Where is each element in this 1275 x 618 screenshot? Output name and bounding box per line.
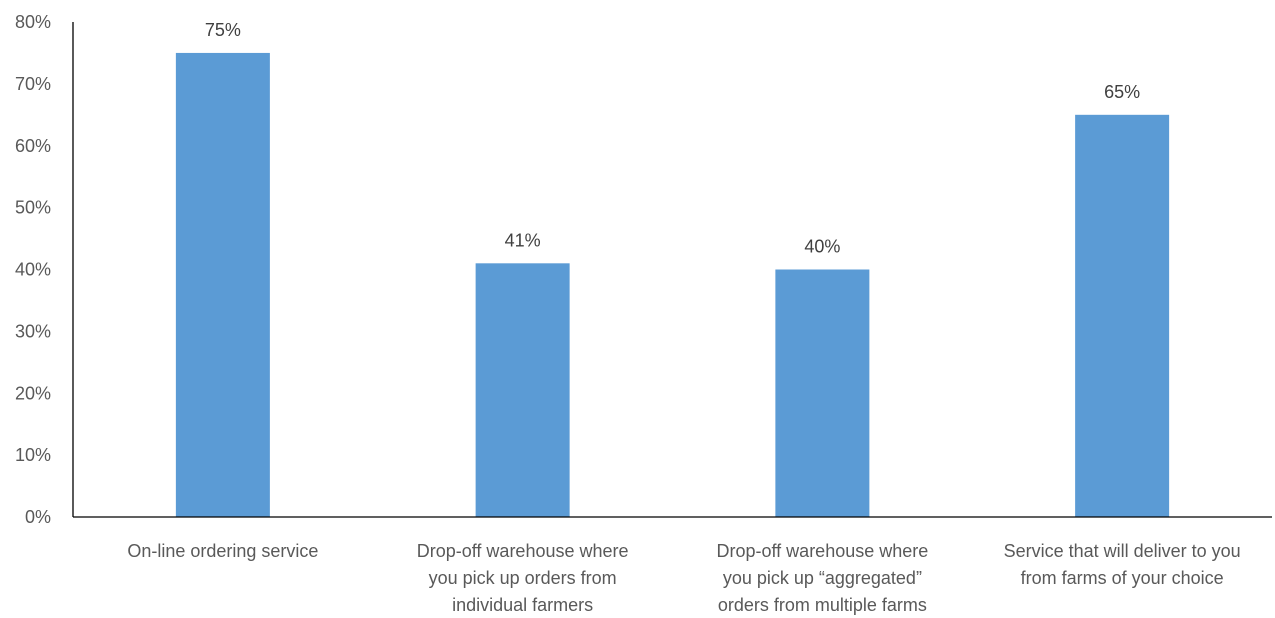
y-tick-label: 60% [15, 136, 51, 156]
bar [475, 263, 570, 517]
y-tick-label: 50% [15, 198, 51, 218]
bar [775, 269, 870, 517]
data-label: 75% [205, 20, 241, 40]
category-label: Drop-off warehouse where you pick up orde… [417, 541, 629, 615]
category-label: On-line ordering service [127, 541, 318, 561]
data-labels: 75% 41% 40% 65% [205, 20, 1140, 257]
y-tick-label: 20% [15, 383, 51, 403]
data-label: 41% [505, 230, 541, 250]
y-tick-label: 10% [15, 445, 51, 465]
bars [175, 52, 1170, 517]
bar [175, 52, 270, 517]
data-label: 40% [804, 237, 840, 257]
y-tick-label: 40% [15, 260, 51, 280]
category-label: Service that will deliver to you from far… [1004, 541, 1241, 588]
y-axis-tick-labels: 0% 10% 20% 30% 40% 50% 60% 70% 80% [15, 12, 51, 527]
y-tick-label: 70% [15, 74, 51, 94]
category-label: Drop-off warehouse where you pick up “agg… [716, 541, 928, 615]
y-tick-label: 80% [15, 12, 51, 32]
data-label: 65% [1104, 82, 1140, 102]
bar [1075, 114, 1170, 517]
y-tick-label: 0% [25, 507, 51, 527]
y-tick-label: 30% [15, 321, 51, 341]
category-labels: On-line ordering service Drop-off warehou… [127, 541, 1240, 615]
